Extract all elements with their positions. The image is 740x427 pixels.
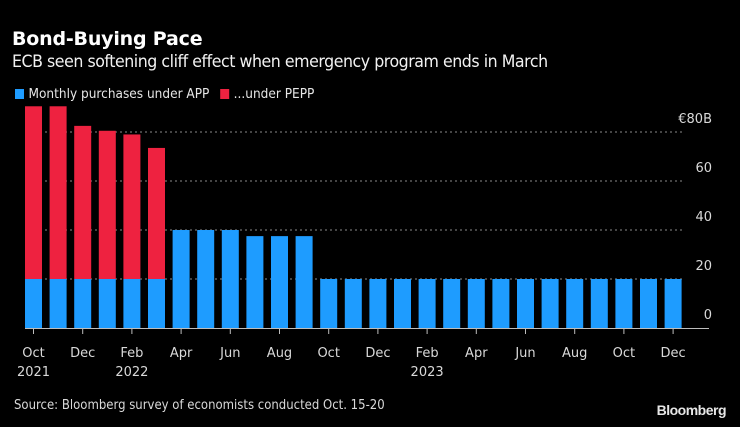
x-tick-year-label: 2023 [411, 365, 444, 380]
source-note: Source: Bloomberg survey of economists c… [14, 398, 385, 413]
legend-label-pepp: ...under PEPP [233, 86, 315, 102]
bar-app-jun-2022 [221, 230, 239, 328]
bar-app-sep-2023 [590, 279, 608, 328]
y-tick-label-20: 20 [695, 259, 712, 274]
x-tick-label: Feb [416, 346, 439, 361]
bar-app-nov-2021 [49, 279, 67, 328]
bar-app-mar-2023 [443, 279, 461, 328]
bar-app-nov-2022 [344, 279, 362, 328]
x-tick-label: Feb [120, 346, 143, 361]
bar-app-aug-2023 [566, 279, 584, 328]
x-tick-label: Jun [514, 346, 535, 361]
bar-pepp-oct-2021 [25, 106, 42, 280]
bar-app-jan-2022 [98, 279, 116, 328]
bar-app-jul-2023 [541, 279, 559, 328]
bars [25, 106, 682, 328]
bar-app-oct-2022 [320, 279, 338, 328]
bar-app-dec-2022 [369, 279, 387, 328]
y-tick-label-0: 0 [704, 308, 712, 323]
bar-app-nov-2023 [640, 279, 657, 328]
y-tick-label-60: 60 [695, 161, 712, 176]
bar-pepp-jan-2022 [98, 130, 116, 279]
bar-app-feb-2022 [123, 279, 141, 328]
x-tick-label: Dec [661, 346, 686, 361]
bar-pepp-nov-2021 [49, 106, 67, 280]
bar-app-jun-2023 [517, 279, 534, 328]
x-tick-label: Aug [562, 346, 587, 361]
bar-pepp-dec-2021 [74, 125, 92, 279]
x-tick-label: Dec [365, 346, 390, 361]
legend-item-app: Monthly purchases under APP [15, 86, 209, 102]
x-tick-label: Apr [465, 346, 488, 361]
x-axis [25, 328, 709, 334]
bar-pepp-mar-2022 [148, 147, 165, 279]
bar-app-oct-2021 [25, 279, 42, 328]
bar-app-dec-2021 [74, 279, 92, 328]
x-tick-label: Oct [317, 346, 339, 361]
bar-app-sep-2022 [295, 236, 313, 328]
x-tick-label: Oct [613, 346, 635, 361]
bar-app-feb-2023 [418, 279, 436, 328]
legend-swatch-app [15, 89, 24, 99]
bar-app-apr-2023 [467, 279, 485, 328]
x-tick-label: Jun [219, 346, 240, 361]
bar-app-aug-2022 [271, 236, 288, 328]
bloomberg-logo: Bloomberg [656, 402, 727, 418]
legend: Monthly purchases under APP ...under PEP… [15, 86, 325, 102]
y-tick-label-40: 40 [695, 210, 712, 225]
bar-app-jul-2022 [246, 236, 264, 328]
bar-pepp-feb-2022 [123, 134, 141, 279]
legend-label-app: Monthly purchases under APP [28, 86, 210, 102]
y-tick-label-80: €80B [678, 112, 712, 127]
x-tick-label: Dec [70, 346, 95, 361]
chart-subtitle: ECB seen softening cliff effect when eme… [12, 52, 548, 72]
bar-app-apr-2022 [172, 230, 190, 328]
x-tick-label: Apr [170, 346, 193, 361]
legend-swatch-pepp [220, 89, 230, 99]
bar-app-oct-2023 [615, 279, 633, 328]
x-tick-label: Aug [267, 346, 292, 361]
chart-title: Bond-Buying Pace [12, 28, 203, 50]
x-axis-labels: Oct 2021 Dec Feb 2022 Apr Jun Aug Oct Dec Feb 2023 A… [17, 346, 686, 380]
legend-item-pepp: ...under PEPP [220, 86, 314, 102]
bar-app-may-2023 [492, 279, 510, 328]
bar-app-dec-2023 [664, 279, 682, 328]
bar-app-jan-2023 [394, 279, 411, 328]
y-axis-labels: 0 20 40 60 €80B [678, 112, 712, 323]
bar-app-mar-2022 [148, 279, 165, 328]
bar-app-may-2022 [197, 230, 215, 328]
x-tick-label: Oct [22, 346, 44, 361]
x-tick-year-label: 2022 [115, 365, 148, 380]
x-tick-year-label: 2021 [17, 365, 50, 380]
